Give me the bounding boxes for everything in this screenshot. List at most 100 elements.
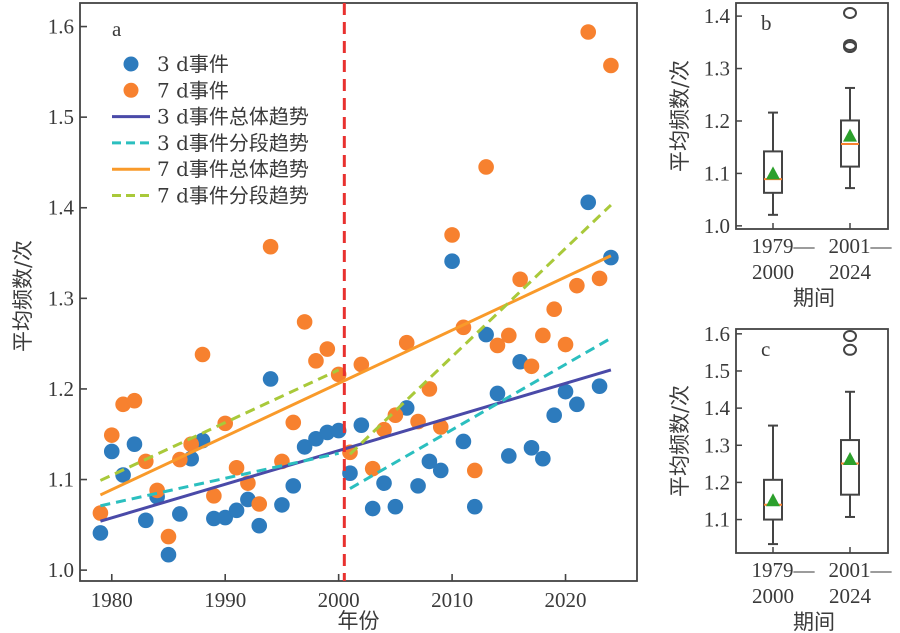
panel-a-trend-lines [99,203,612,523]
data-point-1996 [285,478,302,494]
panel-a-plot-frame [79,2,638,582]
y-tick-label: 1.3 [704,57,730,81]
panel-a-scatter-plot: 1.0 1.1 1.2 1.3 1.4 1.5 1.6 1980 1990 2000 2010 20… [11,2,638,633]
data-point-2009 [432,462,449,479]
data-point-2013 [478,159,494,175]
data-point-1986 [172,506,188,522]
data-point-1985 [160,528,177,545]
y-tick-label: 1.1 [704,161,730,185]
x-tick-label-line2: 2024 [829,260,872,284]
data-point-1979 [92,525,109,541]
data-point-2008 [421,453,438,470]
data-point-2000 [330,422,347,439]
data-point-1996 [285,414,302,431]
data-point-2021 [569,277,585,294]
y-tick-label: 1.2 [48,377,74,401]
series-3d-events [92,194,619,563]
box-2001-2024: 2001—2024 [829,6,893,284]
data-point-1989 [206,488,222,504]
data-point-2010 [444,227,460,243]
y-tick-label: 1.3 [48,286,74,310]
outlier-point [843,343,857,356]
data-point-1990 [217,509,234,526]
data-point-2016 [512,271,528,288]
iqr-box [840,439,860,496]
data-point-1994 [262,371,279,387]
data-point-2002 [353,417,370,433]
y-tick-label: 1.0 [48,558,74,582]
x-tick-label: 1990 [204,588,246,612]
data-point-1993 [251,517,268,534]
data-point-2014 [489,385,506,402]
panel-c-label: c [761,337,770,361]
data-point-2017 [523,440,540,456]
data-point-1987 [183,436,199,453]
x-tick-label: 2000 [318,588,360,612]
y-tick-label: 1.4 [48,196,75,220]
data-point-1994 [262,238,279,255]
legend-label: 3 d事件 [157,52,229,76]
y-tick-label: 1.2 [704,109,730,133]
legend-marker [123,56,139,72]
panel-a-scatter-points [92,24,619,563]
x-tick-label-line1: 2001— [829,558,893,582]
box-1979-2000: 1979—2000 [752,111,816,284]
data-point-2015 [501,448,517,464]
y-tick-label: 1.4 [704,4,731,28]
x-tick-label: 2010 [431,588,473,612]
data-point-1985 [160,546,177,563]
data-point-1982 [126,436,143,453]
mean-marker [843,128,857,142]
x-tick-label-line1: 1979— [752,558,816,582]
y-tick-label: 1.4 [704,396,731,420]
mean-marker [766,166,780,180]
legend-label: 7 d事件总体趋势 [157,157,309,181]
panel-c-box-plot: 1.11.21.31.41.51.6c1979—20002001—2024期间平… [668,322,893,633]
data-point-1997 [296,439,313,455]
data-point-1991 [228,459,245,476]
data-point-2024 [603,249,619,266]
data-point-2023 [591,270,608,287]
y-tick-label: 1.3 [704,433,730,457]
data-point-1998 [308,353,324,369]
x-tick-label-line1: 2001— [829,234,893,258]
mean-marker [843,452,857,466]
panel-a-y-axis-title: 平均频数/次 [11,240,35,352]
data-point-1980 [103,443,120,460]
data-point-1991 [228,502,245,519]
data-point-2008 [421,381,438,397]
trend-line-1 [100,451,339,508]
data-point-1997 [296,314,313,330]
x-tick-label: 1980 [91,588,133,612]
trend-line-2 [349,336,612,490]
outlier-point [843,6,857,19]
data-point-2023 [591,378,608,395]
data-point-2007 [410,478,426,494]
data-point-1989 [206,510,222,527]
data-point-2018 [535,450,551,467]
data-point-2010 [444,253,460,269]
x-tick-label-line2: 2000 [752,584,794,608]
data-point-2022 [580,194,597,211]
panel-c-plot-frame [735,328,889,554]
data-point-2013 [478,326,494,343]
data-point-2005 [387,407,404,424]
legend-entry-5: 7 d事件分段趋势 [112,184,309,208]
legend-entry-4: 7 d事件总体趋势 [112,157,309,181]
panel-b-x-axis-title: 期间 [793,286,835,310]
legend-label: 3 d事件总体趋势 [157,105,309,129]
series-7d-events [92,24,619,545]
trend-line-4 [99,368,340,482]
data-point-2004 [376,475,392,491]
panel-b-box-plot: 1.01.11.21.31.4 b1979—20002001—2024期间平均频数… [668,2,893,310]
y-tick-label: 1.1 [48,468,74,492]
data-point-2019 [546,407,562,424]
legend-label: 3 d事件分段趋势 [157,131,309,155]
data-point-2002 [353,356,370,373]
data-point-2018 [535,327,551,344]
y-tick-label: 1.2 [704,470,730,494]
box-2001-2024: 2001—2024 [829,330,893,608]
data-point-2021 [569,396,585,413]
